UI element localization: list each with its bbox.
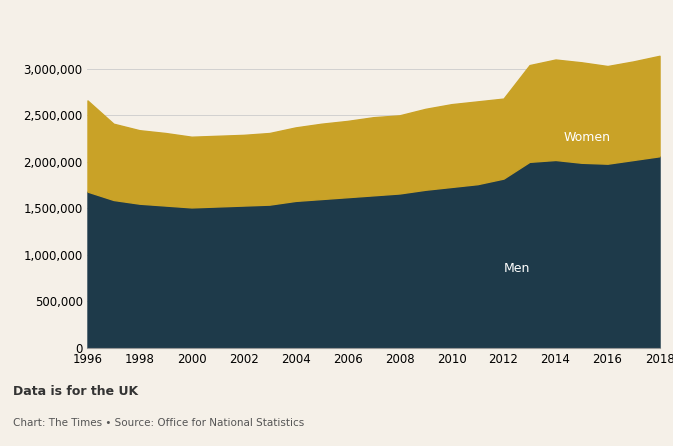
Text: Data is for the UK: Data is for the UK (13, 385, 139, 398)
Text: Men: Men (503, 262, 530, 275)
Text: Women: Women (563, 131, 610, 144)
Text: Chart: The Times • Source: Office for National Statistics: Chart: The Times • Source: Office for Na… (13, 418, 305, 428)
